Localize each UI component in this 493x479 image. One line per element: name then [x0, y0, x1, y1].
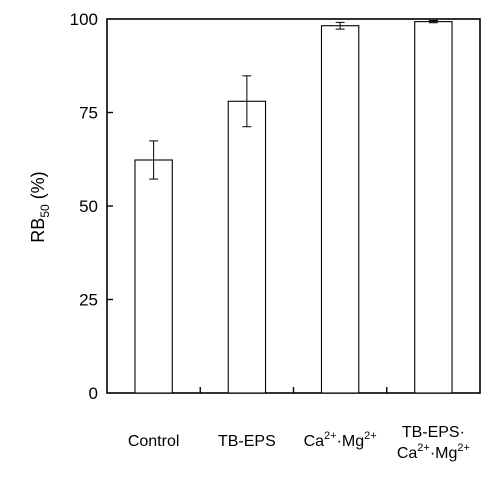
label-text: ·Mg: [430, 445, 458, 462]
y-tick-label: 0: [89, 384, 98, 403]
bar: [320, 25, 360, 394]
y-axis-title-base: RB: [28, 218, 48, 243]
x-category-label: Control: [128, 433, 180, 450]
y-axis-title-suffix: (%): [28, 171, 48, 204]
y-axis-title: RB50 (%): [28, 171, 52, 242]
label-text: TB-EPS: [218, 433, 276, 450]
superscript: 2+: [417, 442, 430, 454]
category-labels: Control TB-EPS Ca2+·Mg2+ TB-EPS·Ca2+·Mg2+: [128, 424, 470, 462]
label-text: Control: [128, 433, 180, 450]
y-tick-label: 50: [79, 197, 98, 216]
bar: [414, 21, 453, 394]
superscript: 2+: [364, 430, 377, 442]
y-ticks: 0 25 50 75 100: [70, 10, 388, 403]
label-text: ·Mg: [337, 433, 365, 450]
x-category-label: TB-EPS: [218, 433, 276, 450]
label-text: TB-EPS·: [402, 424, 465, 441]
superscript: 2+: [324, 430, 337, 442]
label-text: Ca: [304, 433, 325, 450]
y-tick-label: 25: [79, 291, 98, 310]
x-category-label: Ca2+·Mg2+: [304, 430, 377, 450]
bars: [134, 21, 453, 394]
y-tick-label: 75: [79, 104, 98, 123]
bar: [134, 159, 173, 394]
superscript: 2+: [457, 442, 470, 454]
y-axis-title-subscript: 50: [38, 204, 52, 218]
label-text: Ca: [397, 445, 418, 462]
x-category-label: TB-EPS·: [402, 424, 465, 441]
x-category-label: Ca2+·Mg2+: [397, 442, 470, 462]
error-bars: [149, 19, 438, 180]
y-tick-label: 100: [70, 10, 98, 29]
bar: [227, 100, 267, 394]
